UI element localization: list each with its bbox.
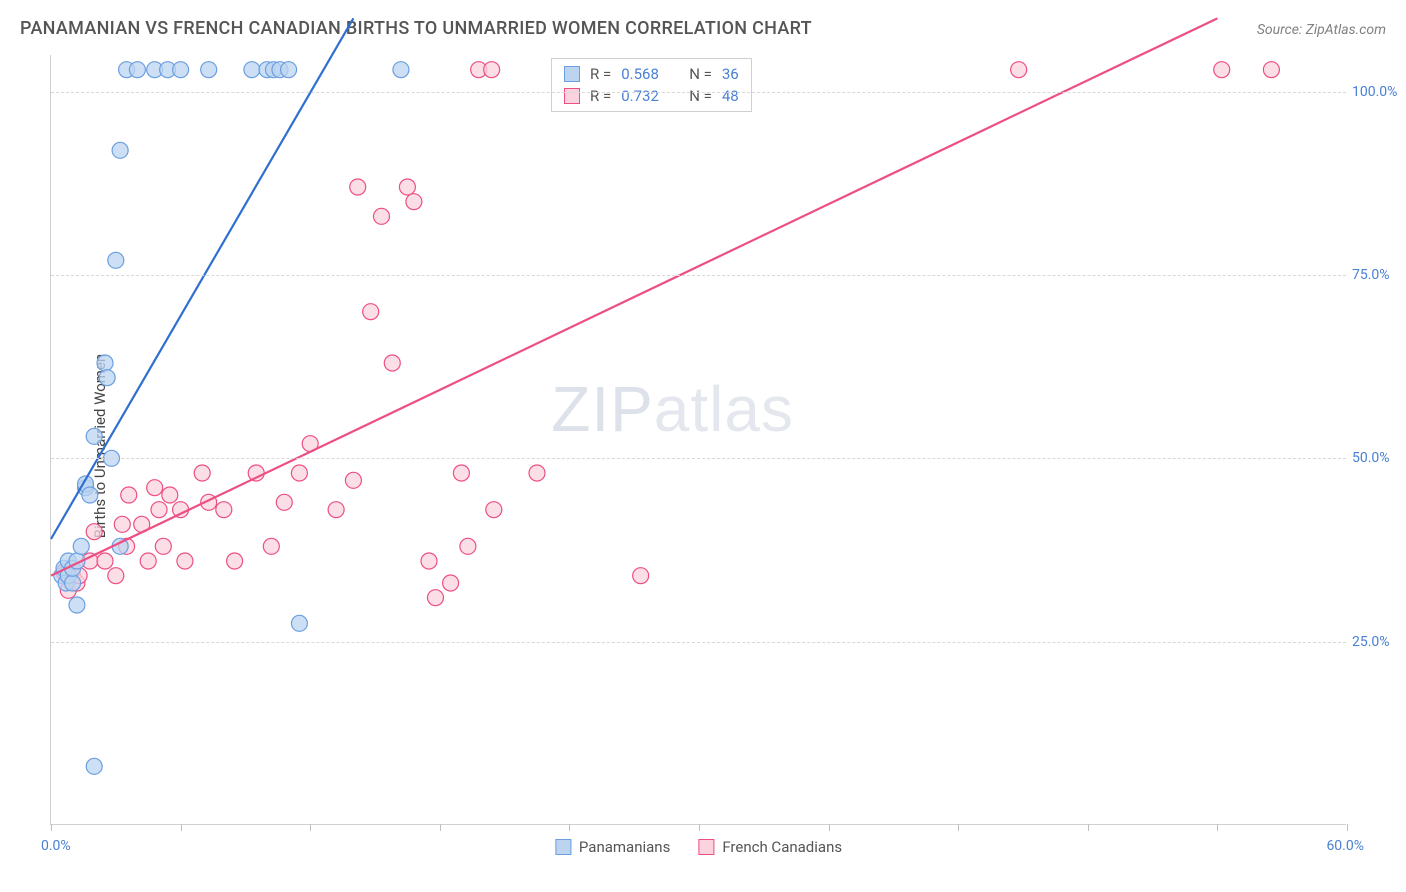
data-point — [173, 62, 189, 78]
source-label: Source: ZipAtlas.com — [1257, 22, 1386, 38]
plot-area: ZIPatlas R = 0.568 N = 36 R = 0.732 N = … — [50, 55, 1346, 825]
data-point — [276, 494, 292, 510]
scatter-svg — [51, 55, 1346, 824]
stats-row-french-canadians: R = 0.732 N = 48 — [564, 85, 739, 107]
data-point — [399, 179, 415, 195]
data-point — [281, 62, 297, 78]
data-point — [453, 465, 469, 481]
data-point — [129, 62, 145, 78]
legend-label-french-canadians: French Canadians — [722, 838, 842, 856]
xtick — [829, 824, 830, 831]
data-point — [194, 465, 210, 481]
data-point — [114, 516, 130, 532]
trend-line — [51, 18, 353, 539]
data-point — [155, 538, 171, 554]
legend-item-panamanians: Panamanians — [555, 838, 670, 856]
data-point — [121, 487, 137, 503]
data-point — [460, 538, 476, 554]
swatch-french-canadians — [564, 88, 580, 104]
data-point — [393, 62, 409, 78]
data-point — [86, 758, 102, 774]
data-point — [97, 553, 113, 569]
data-point — [108, 252, 124, 268]
data-point — [82, 487, 98, 503]
xtick — [699, 824, 700, 831]
data-point — [406, 194, 422, 210]
data-point — [345, 472, 361, 488]
ytick-label: 25.0% — [1352, 634, 1404, 650]
data-point — [140, 553, 156, 569]
data-point — [484, 62, 500, 78]
ytick-label: 75.0% — [1352, 267, 1404, 283]
data-point — [108, 568, 124, 584]
data-point — [112, 142, 128, 158]
chart-title: PANAMANIAN VS FRENCH CANADIAN BIRTHS TO … — [20, 18, 812, 39]
data-point — [529, 465, 545, 481]
data-point — [99, 370, 115, 386]
data-point — [69, 597, 85, 613]
data-point — [177, 553, 193, 569]
xtick — [181, 824, 182, 831]
x-axis-min-label: 0.0% — [41, 838, 71, 854]
data-point — [97, 355, 113, 371]
stats-legend: R = 0.568 N = 36 R = 0.732 N = 48 — [551, 58, 752, 112]
data-point — [86, 428, 102, 444]
data-point — [633, 568, 649, 584]
data-point — [373, 208, 389, 224]
xtick — [1217, 824, 1218, 831]
data-point — [73, 538, 89, 554]
data-point — [421, 553, 437, 569]
swatch-french-canadians-icon — [698, 839, 714, 855]
gridline — [51, 458, 1346, 459]
swatch-panamanians-icon — [555, 839, 571, 855]
xtick — [310, 824, 311, 831]
xtick — [1088, 824, 1089, 831]
xtick — [51, 824, 52, 831]
ytick-label: 50.0% — [1352, 450, 1404, 466]
x-axis-max-label: 60.0% — [1326, 838, 1364, 854]
data-point — [384, 355, 400, 371]
data-point — [1214, 62, 1230, 78]
bottom-legend: Panamanians French Canadians — [555, 838, 842, 856]
data-point — [151, 502, 167, 518]
xtick — [1347, 824, 1348, 831]
data-point — [86, 524, 102, 540]
ytick-label: 100.0% — [1352, 84, 1404, 100]
swatch-panamanians — [564, 66, 580, 82]
data-point — [263, 538, 279, 554]
data-point — [363, 304, 379, 320]
data-point — [162, 487, 178, 503]
data-point — [291, 465, 307, 481]
data-point — [1011, 62, 1027, 78]
xtick — [569, 824, 570, 831]
gridline — [51, 92, 1346, 93]
data-point — [291, 615, 307, 631]
data-point — [65, 575, 81, 591]
data-point — [147, 480, 163, 496]
data-point — [350, 179, 366, 195]
data-point — [486, 502, 502, 518]
legend-label-panamanians: Panamanians — [579, 838, 670, 856]
xtick — [440, 824, 441, 831]
data-point — [216, 502, 232, 518]
legend-item-french-canadians: French Canadians — [698, 838, 842, 856]
data-point — [201, 62, 217, 78]
data-point — [1263, 62, 1279, 78]
gridline — [51, 275, 1346, 276]
data-point — [328, 502, 344, 518]
xtick — [958, 824, 959, 831]
data-point — [227, 553, 243, 569]
data-point — [427, 590, 443, 606]
data-point — [244, 62, 260, 78]
data-point — [443, 575, 459, 591]
gridline — [51, 642, 1346, 643]
stats-row-panamanians: R = 0.568 N = 36 — [564, 63, 739, 85]
